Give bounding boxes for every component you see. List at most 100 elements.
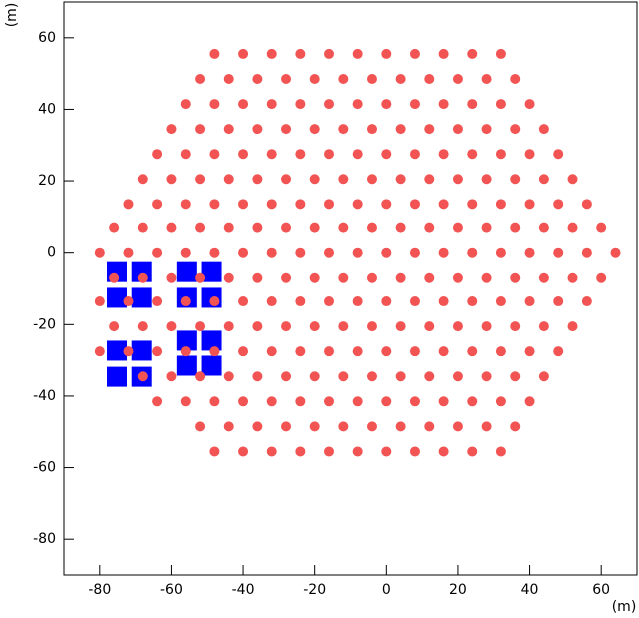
detector-dot (409, 149, 420, 160)
detector-dot (381, 99, 392, 110)
detector-dot (538, 222, 549, 233)
detector-dot (166, 124, 177, 135)
detector-square (176, 355, 197, 376)
detector-square (176, 330, 197, 351)
detector-dot (438, 346, 449, 357)
detector-dot (409, 99, 420, 110)
detector-dot (281, 124, 292, 135)
detector-dot (381, 247, 392, 258)
detector-dot (252, 321, 263, 332)
detector-dot (510, 174, 521, 185)
detector-dot (137, 222, 148, 233)
detector-dot (467, 446, 478, 457)
detector-dot (510, 371, 521, 382)
detector-dot (324, 346, 335, 357)
detector-dot (295, 99, 306, 110)
detector-dot (438, 446, 449, 457)
detector-dot (409, 446, 420, 457)
detector-dot (123, 296, 134, 307)
detector-dot (409, 48, 420, 59)
detector-dot (596, 222, 607, 233)
detector-dot (324, 247, 335, 258)
detector-dot (352, 199, 363, 210)
detector-dot (596, 272, 607, 283)
detector-dot (366, 321, 377, 332)
detector-dot (481, 124, 492, 135)
detector-dot (266, 396, 277, 407)
detector-dot (510, 321, 521, 332)
detector-dot (495, 396, 506, 407)
detector-dot (281, 272, 292, 283)
detector-dot (338, 174, 349, 185)
detector-dot (137, 321, 148, 332)
detector-dot (152, 296, 163, 307)
y-tick-label: -40 (33, 388, 56, 404)
detector-dot (395, 321, 406, 332)
detector-dot (452, 222, 463, 233)
detector-dot (123, 346, 134, 357)
detector-dot (438, 99, 449, 110)
detector-dot (209, 99, 220, 110)
detector-dot (195, 174, 206, 185)
detector-dot (467, 396, 478, 407)
detector-dot (195, 73, 206, 84)
detector-dot (223, 73, 234, 84)
x-axis-label: (m) (612, 599, 637, 615)
detector-dot (424, 371, 435, 382)
detector-dot (553, 247, 564, 258)
detector-dot (395, 371, 406, 382)
detector-dot (467, 149, 478, 160)
x-tick-label: -80 (88, 582, 111, 598)
detector-dot (109, 321, 120, 332)
detector-dot (152, 199, 163, 210)
detector-square (176, 261, 197, 282)
detector-dot (495, 446, 506, 457)
detector-dot (524, 149, 535, 160)
detector-dot (481, 73, 492, 84)
detector-square (131, 340, 152, 361)
detector-square (131, 287, 152, 308)
detector-dot (381, 199, 392, 210)
detector-dot (195, 371, 206, 382)
detector-dot (395, 421, 406, 432)
detector-dot (510, 73, 521, 84)
detector-dot (524, 396, 535, 407)
detector-dot (309, 222, 320, 233)
detector-dot (438, 247, 449, 258)
detector-dot (209, 199, 220, 210)
detector-dot (567, 174, 578, 185)
detector-dot (195, 222, 206, 233)
detector-dot (481, 222, 492, 233)
detector-dot (481, 321, 492, 332)
detector-dot (238, 296, 249, 307)
detector-dot (266, 346, 277, 357)
detector-dot (309, 421, 320, 432)
detector-dot (553, 149, 564, 160)
detector-dot (266, 149, 277, 160)
detector-dot (366, 222, 377, 233)
detector-dot (252, 421, 263, 432)
detector-dot (538, 124, 549, 135)
detector-dot (352, 396, 363, 407)
detector-dot (366, 124, 377, 135)
detector-dot (352, 446, 363, 457)
detector-dot (295, 247, 306, 258)
detector-dot (538, 321, 549, 332)
detector-dot (309, 321, 320, 332)
detector-dot (467, 48, 478, 59)
detector-dot (324, 296, 335, 307)
detector-dot (152, 346, 163, 357)
detector-dot (252, 73, 263, 84)
detector-dot (180, 296, 191, 307)
detector-dot (452, 421, 463, 432)
detector-dot (395, 73, 406, 84)
detector-dot (352, 296, 363, 307)
detector-dot (395, 272, 406, 283)
x-tick-label: 60 (592, 582, 610, 598)
detector-dot (238, 247, 249, 258)
detector-dot (252, 272, 263, 283)
detector-dot (238, 99, 249, 110)
detector-dot (495, 149, 506, 160)
detector-dot (366, 421, 377, 432)
